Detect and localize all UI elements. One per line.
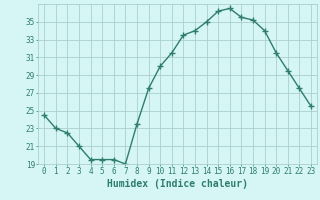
X-axis label: Humidex (Indice chaleur): Humidex (Indice chaleur) — [107, 179, 248, 189]
